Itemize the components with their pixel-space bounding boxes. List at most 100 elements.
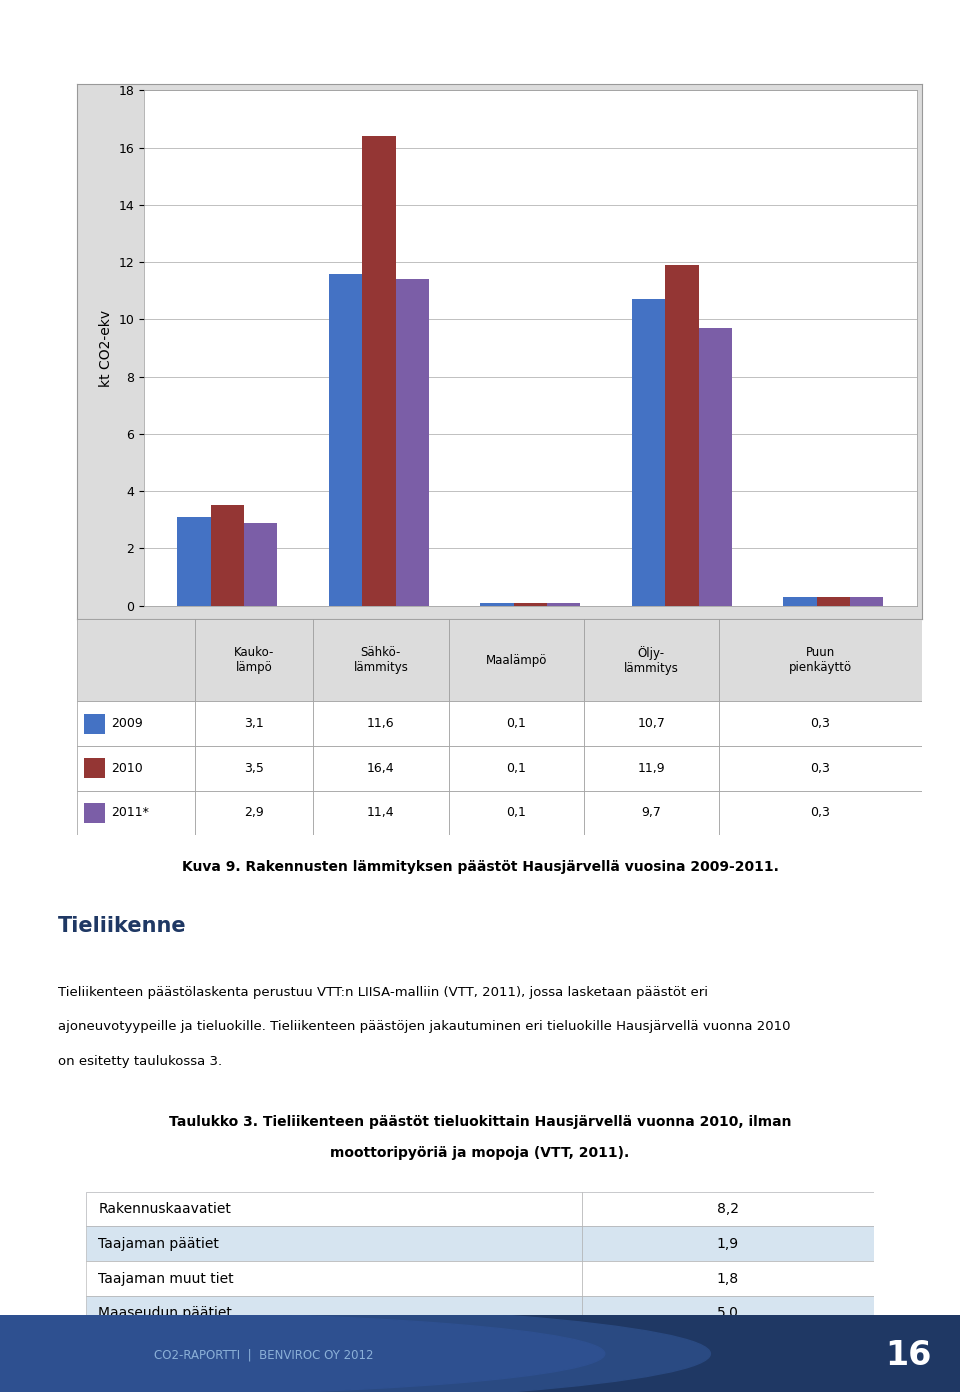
- Text: 1,9: 1,9: [717, 1236, 739, 1251]
- FancyBboxPatch shape: [584, 791, 719, 835]
- Text: 2010: 2010: [111, 761, 143, 775]
- Text: ajoneuvotyypeille ja tieluokille. Tieliikenteen päästöjen jakautuminen eri tielu: ajoneuvotyypeille ja tieluokille. Tielii…: [58, 1020, 790, 1033]
- FancyBboxPatch shape: [195, 702, 313, 746]
- FancyBboxPatch shape: [84, 714, 105, 734]
- Text: Taajaman muut tiet: Taajaman muut tiet: [98, 1271, 234, 1286]
- Text: Rakennuskaavatiet: Rakennuskaavatiet: [98, 1201, 231, 1217]
- FancyBboxPatch shape: [583, 1331, 874, 1366]
- Text: 16,4: 16,4: [367, 761, 395, 775]
- FancyBboxPatch shape: [583, 1296, 874, 1331]
- Text: 2009: 2009: [111, 717, 143, 731]
- Text: CO2-RAPORTTI  |  BENVIROC OY 2012: CO2-RAPORTTI | BENVIROC OY 2012: [154, 1349, 373, 1361]
- Text: 0,3: 0,3: [810, 761, 830, 775]
- Bar: [817, 597, 851, 606]
- Text: 16: 16: [885, 1339, 931, 1371]
- Text: 0,3: 0,3: [810, 806, 830, 820]
- Text: 0,3: 0,3: [810, 717, 830, 731]
- FancyBboxPatch shape: [86, 1192, 583, 1226]
- FancyBboxPatch shape: [77, 619, 195, 702]
- FancyBboxPatch shape: [86, 1296, 583, 1331]
- FancyBboxPatch shape: [313, 746, 448, 791]
- Text: 5,0: 5,0: [717, 1306, 739, 1321]
- Text: 10,7: 10,7: [637, 717, 665, 731]
- FancyBboxPatch shape: [195, 619, 313, 702]
- Text: 3,5: 3,5: [244, 761, 264, 775]
- Bar: [329, 274, 362, 606]
- FancyBboxPatch shape: [583, 1366, 874, 1392]
- FancyBboxPatch shape: [719, 791, 922, 835]
- Bar: [244, 522, 277, 606]
- Text: 11,9: 11,9: [637, 761, 665, 775]
- Bar: [178, 516, 210, 606]
- FancyBboxPatch shape: [448, 791, 584, 835]
- FancyBboxPatch shape: [719, 702, 922, 746]
- FancyBboxPatch shape: [84, 759, 105, 778]
- Text: Kauko-
lämpö: Kauko- lämpö: [234, 646, 275, 675]
- Bar: [547, 603, 581, 606]
- FancyBboxPatch shape: [77, 791, 195, 835]
- Text: 0,1: 0,1: [506, 761, 526, 775]
- Text: 4,2: 4,2: [717, 1340, 739, 1356]
- Bar: [362, 136, 396, 606]
- Text: Tieliikenteen päästölaskenta perustuu VTT:n LIISA-malliin (VTT, 2011), jossa las: Tieliikenteen päästölaskenta perustuu VT…: [58, 986, 708, 998]
- FancyBboxPatch shape: [448, 746, 584, 791]
- FancyBboxPatch shape: [86, 1261, 583, 1296]
- FancyBboxPatch shape: [77, 746, 195, 791]
- FancyBboxPatch shape: [195, 746, 313, 791]
- Circle shape: [0, 1300, 710, 1392]
- FancyBboxPatch shape: [313, 791, 448, 835]
- Text: on esitetty taulukossa 3.: on esitetty taulukossa 3.: [58, 1055, 222, 1068]
- Text: 3,1: 3,1: [245, 717, 264, 731]
- FancyBboxPatch shape: [448, 702, 584, 746]
- FancyBboxPatch shape: [448, 619, 584, 702]
- Y-axis label: kt CO2-ekv: kt CO2-ekv: [99, 309, 113, 387]
- FancyBboxPatch shape: [195, 791, 313, 835]
- FancyBboxPatch shape: [86, 1192, 583, 1226]
- Text: Maalämpö: Maalämpö: [486, 654, 547, 667]
- Text: Tieliikenne: Tieliikenne: [58, 916, 186, 935]
- Text: Maaseudun päätiet: Maaseudun päätiet: [98, 1306, 232, 1321]
- Text: moottoripyöriä ja mopoja (VTT, 2011).: moottoripyöriä ja mopoja (VTT, 2011).: [330, 1146, 630, 1160]
- Bar: [851, 597, 883, 606]
- Bar: [632, 299, 665, 606]
- FancyBboxPatch shape: [583, 1261, 874, 1296]
- Text: 0,1: 0,1: [506, 806, 526, 820]
- FancyBboxPatch shape: [584, 702, 719, 746]
- FancyBboxPatch shape: [719, 746, 922, 791]
- Bar: [396, 280, 429, 606]
- Text: 11,6: 11,6: [367, 717, 395, 731]
- FancyBboxPatch shape: [313, 702, 448, 746]
- FancyBboxPatch shape: [584, 746, 719, 791]
- Bar: [210, 505, 244, 606]
- Text: Taajaman päätiet: Taajaman päätiet: [98, 1236, 219, 1251]
- Text: 2011*: 2011*: [111, 806, 150, 820]
- Text: 2,9: 2,9: [245, 806, 264, 820]
- Bar: [665, 264, 699, 606]
- FancyBboxPatch shape: [86, 1366, 583, 1392]
- Text: Puun
pienkäyttö: Puun pienkäyttö: [789, 646, 852, 675]
- FancyBboxPatch shape: [584, 619, 719, 702]
- FancyBboxPatch shape: [719, 619, 922, 702]
- FancyBboxPatch shape: [583, 1226, 874, 1261]
- FancyBboxPatch shape: [86, 1331, 583, 1366]
- Text: Sähkö-
lämmitys: Sähkö- lämmitys: [353, 646, 408, 675]
- Bar: [480, 603, 514, 606]
- Text: 21,0: 21,0: [710, 1375, 745, 1391]
- Text: Taulukko 3. Tieliikenteen päästöt tieluokittain Hausjärvellä vuonna 2010, ilman: Taulukko 3. Tieliikenteen päästöt tieluo…: [169, 1115, 791, 1129]
- FancyBboxPatch shape: [0, 1315, 960, 1392]
- Text: Yhteensä: Yhteensä: [98, 1375, 172, 1391]
- Text: 0,1: 0,1: [506, 717, 526, 731]
- FancyBboxPatch shape: [313, 619, 448, 702]
- FancyBboxPatch shape: [84, 803, 105, 823]
- Text: Maaseudun muut tiet: Maaseudun muut tiet: [98, 1340, 247, 1356]
- FancyBboxPatch shape: [583, 1192, 874, 1226]
- Bar: [514, 603, 547, 606]
- Text: Kuva 9. Rakennusten lämmityksen päästöt Hausjärvellä vuosina 2009-2011.: Kuva 9. Rakennusten lämmityksen päästöt …: [181, 860, 779, 874]
- FancyBboxPatch shape: [86, 1226, 583, 1261]
- Text: Päästöt kt CO2-ekv: Päästöt kt CO2-ekv: [653, 1201, 804, 1217]
- FancyBboxPatch shape: [77, 702, 195, 746]
- Text: 9,7: 9,7: [641, 806, 661, 820]
- Text: Öljy-
lämmitys: Öljy- lämmitys: [624, 646, 679, 675]
- Text: 11,4: 11,4: [367, 806, 395, 820]
- Text: Tieliikenteen päästöt tieluokittain: Tieliikenteen päästöt tieluokittain: [98, 1201, 365, 1217]
